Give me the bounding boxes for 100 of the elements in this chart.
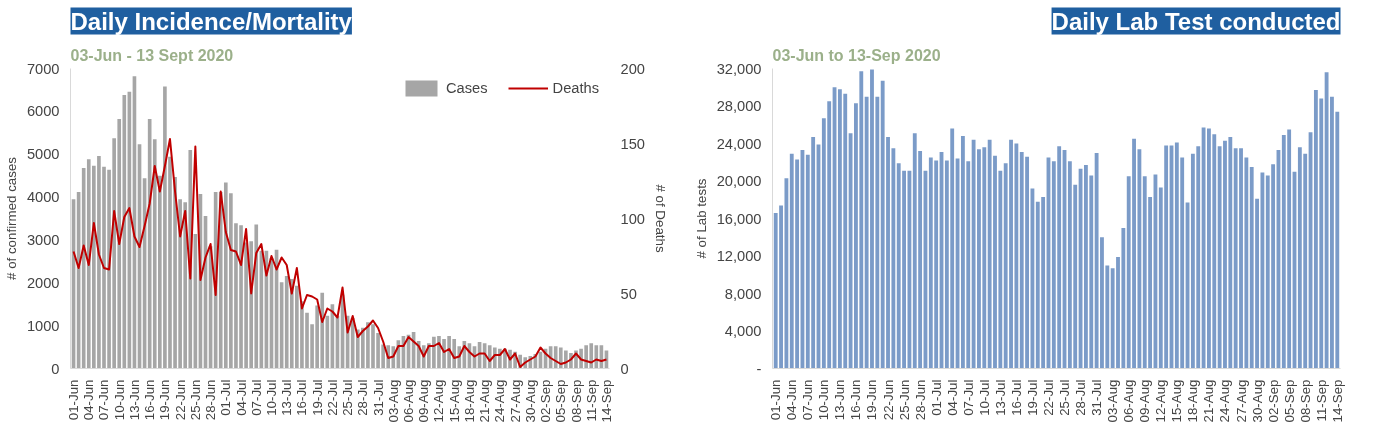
x-tick-label: 19-Jun [864,379,880,421]
y-tick-label: 12,000 [716,248,762,264]
y-tick-label: 4,000 [724,323,762,339]
x-tick-label: 28-Jul [1073,379,1089,416]
y-tick-label: 7000 [26,60,60,77]
x-tick-label: 25-Jun [187,379,203,421]
x-tick-label: 07-Jul [960,379,976,416]
x-tick-label: 24-Aug [1217,379,1233,423]
x-tick-label: 22-Jun [172,379,188,421]
x-tick-label: 13-Jun [832,379,848,421]
x-tick-label: 25-Jul [1057,379,1073,416]
y-tick-label: - [756,360,762,377]
x-tick-label: 09-Aug [1137,379,1153,423]
x-tick-label: 16-Jul [294,379,310,416]
x-tick-label: 21-Aug [477,379,493,423]
x-tick-label: 12-Aug [431,379,447,423]
x-tick-label: 28-Jun [203,379,219,421]
x-tick-label: 19-Jun [157,379,173,421]
x-tick-label: 12-Aug [1153,379,1169,423]
chart-title: Daily Incidence/Mortality [70,7,353,35]
x-tick-label: 15-Aug [1169,379,1185,423]
x-tick-label: 19-Jul [309,379,325,416]
x-tick-label: 30-Aug [1249,379,1265,423]
y-axis-title: # of confirmed cases [3,156,19,280]
x-tick-label: 27-Aug [1233,379,1249,423]
legend-label: Deaths [552,80,599,96]
x-tick-label: 11-Sep [583,379,599,422]
x-tick-label: 02-Sep [1265,379,1281,423]
y-axis-title: # of Lab tests [693,178,709,259]
y-tick-label: 3000 [26,231,60,248]
y-tick-label: 0 [51,360,60,377]
y2-tick-label: 150 [620,135,645,152]
x-tick-label: 10-Jun [816,379,832,421]
x-tick-label: 01-Jun [768,379,784,421]
x-tick-label: 07-Jul [248,379,264,416]
y-tick-label: 8,000 [724,285,762,302]
x-tick-label: 04-Jul [944,379,960,416]
x-tick-label: 25-Jul [340,379,356,416]
x-tick-label: 27-Aug [507,379,523,423]
x-tick-label: 08-Sep [1297,379,1313,423]
x-tick-label: 10-Jun [111,379,127,421]
x-tick-label: 01-Jun [66,379,82,421]
x-tick-label: 05-Sep [553,379,569,423]
y-tick-label: 24,000 [716,135,762,152]
x-tick-label: 14-Sep [1329,379,1345,423]
x-tick-label: 13-Jul [992,379,1008,416]
x-tick-label: 07-Jun [800,379,816,421]
x-tick-label: 06-Aug [1121,379,1137,423]
chart-title: Daily Lab Test conducted [1051,7,1341,35]
x-tick-label: 11-Sep [1313,379,1329,422]
x-tick-label: 13-Jun [126,379,142,421]
y2-tick-label: 100 [620,210,645,227]
x-tick-label: 19-Jul [1024,379,1040,416]
y2-tick-label: 0 [620,360,629,377]
y-tick-label: 4000 [26,189,60,206]
chart-subtitle: 03-Jun to 13-Sep 2020 [772,46,941,64]
x-tick-label: 03-Aug [1105,379,1121,423]
x-tick-label: 04-Jun [81,379,97,421]
x-tick-label: 05-Sep [1281,379,1297,423]
y2-axis-title: # of Deaths [652,184,668,253]
x-tick-label: 18-Aug [1185,379,1201,423]
x-tick-label: 16-Jun [848,379,864,421]
x-tick-label: 08-Sep [568,379,584,423]
x-tick-label: 01-Jul [928,379,944,416]
x-tick-label: 16-Jul [1008,379,1024,416]
x-tick-label: 09-Aug [416,379,432,423]
y-tick-label: 2000 [26,274,60,291]
x-tick-label: 14-Sep [598,379,614,423]
x-tick-label: 28-Jun [912,379,928,421]
x-tick-label: 31-Jul [1089,379,1105,416]
x-tick-label: 06-Aug [401,379,417,423]
y-tick-label: 16,000 [716,210,762,227]
y2-tick-label: 50 [620,285,637,302]
y-tick-label: 5000 [26,146,60,163]
x-tick-label: 04-Jul [233,379,249,416]
y-tick-label: 6000 [26,103,60,120]
x-tick-label: 02-Sep [538,379,554,423]
x-tick-label: 01-Jul [218,379,234,416]
y2-tick-label: 200 [620,60,645,77]
x-tick-label: 03-Aug [385,379,401,423]
x-tick-label: 10-Jul [976,379,992,416]
x-tick-label: 25-Jun [896,379,912,421]
x-tick-label: 10-Jul [263,379,279,416]
x-tick-label: 04-Jun [784,379,800,421]
chart-subtitle: 03-Jun - 13 Sept 2020 [70,46,234,64]
x-tick-label: 07-Jun [96,379,112,421]
x-tick-label: 28-Jul [355,379,371,416]
x-tick-label: 15-Aug [446,379,462,423]
x-tick-label: 31-Jul [370,379,386,416]
x-tick-label: 22-Jul [1040,379,1056,416]
x-tick-label: 22-Jul [324,379,340,416]
y-tick-label: 20,000 [716,173,762,189]
x-tick-label: 22-Jun [880,379,896,421]
x-tick-label: 24-Aug [492,379,508,423]
y-tick-label: 28,000 [716,98,762,114]
y-tick-label: 32,000 [716,60,762,77]
legend-label: Cases [446,80,488,96]
x-tick-label: 16-Jun [142,379,158,421]
x-tick-label: 21-Aug [1201,379,1217,423]
x-tick-label: 30-Aug [522,379,538,423]
